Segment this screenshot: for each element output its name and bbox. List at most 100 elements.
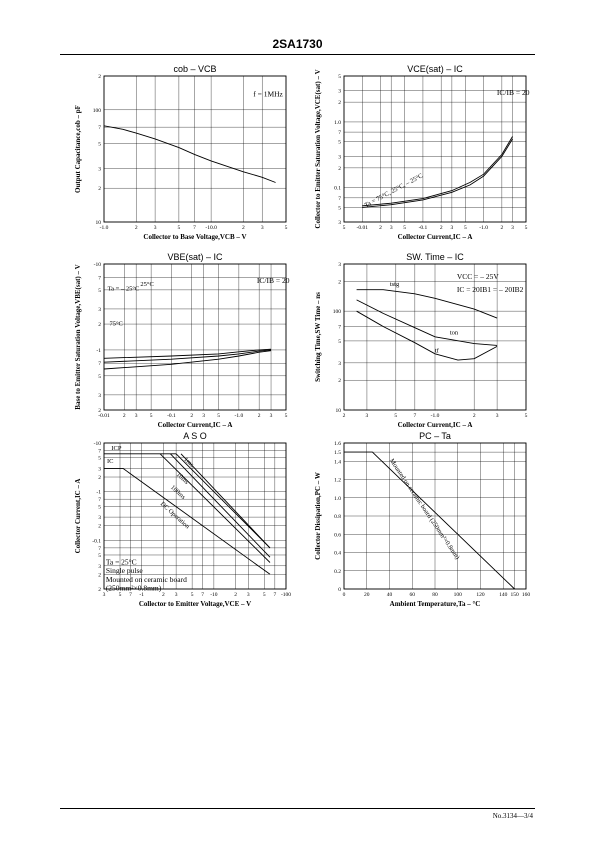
vcesat-ytick-label: 5 [338,74,341,80]
aso-xtick-label: -100 [281,592,291,598]
vcesat-title: VCE(sat) – IC [407,64,463,74]
pc-ytick-label: 1.4 [334,459,341,465]
cob-ytick-label: 7 [98,125,101,131]
aso-series-1ms-line [180,453,271,549]
vbesat-xtick-label: 2 [123,413,126,419]
aso-x-axis-label: Collector to Emitter Voltage,VCE – V [139,600,251,608]
aso-ytick-label: 7 [98,546,101,552]
cob-ytick-label: 2 [98,186,101,192]
aso-curve-label: ICP [111,445,122,452]
swtime-ytick-label: 5 [338,339,341,345]
vcesat-ytick-label: 0.1 [334,186,341,192]
vcesat-xtick-label: 3 [450,225,453,231]
vbesat-title: VBE(sat) – IC [167,252,223,262]
vcesat-xtick-label: 5 [525,225,528,231]
pc-series-0-line [344,451,515,590]
swtime-title: SW. Time – IC [406,252,464,262]
vbesat-curve-label: 25°C [140,281,153,288]
aso-xtick-label: 3 [175,592,178,598]
swtime-series-tstg-line [356,289,498,319]
cob-xtick-label: 5 [285,225,288,231]
vbesat-ytick-label: -1 [96,348,101,354]
vbesat-ytick-label: 7 [98,275,101,281]
vbesat-xtick-label: 3 [202,413,205,419]
vcesat-note: IC/IB = 20 [497,88,530,97]
aso-xtick-label: 3 [247,592,250,598]
cob-ytick-label: 100 [93,108,102,114]
vcesat-xtick-label: -0.01 [357,225,369,231]
vbesat-ytick-label: 2 [98,322,101,328]
vcesat-xtick-label: 5 [464,225,467,231]
vbesat-ic-chart: VBE(sat) – IC-0.01 2 3 5 -0.1 2 3 5 -1.0 2 3 52357-… [74,252,290,429]
swtime-note: IC = 20IB1 = – 20IB2 [457,285,524,294]
vcesat-ytick-label: 1.0 [334,120,341,126]
vbesat-series-2-line [103,350,272,370]
aso-xtick-label: 7 [129,592,132,598]
swtime-xtick-label: 2 [473,413,476,419]
vcesat-xtick-label: 3 [390,225,393,231]
vcesat-xtick-label: 2 [500,225,503,231]
vcesat-series-1-line [362,136,513,207]
pc-ta-chart: PC – Ta 0 20 40 60 80 100 120 140 150 160 0 0.2 0.4 0.… [314,431,530,608]
cob-series-0-line [103,125,276,183]
vbesat-ytick-label: -10 [94,262,102,268]
aso-y-axis-label: Collector Current,IC – A [74,479,82,554]
aso-curve-label: DC Operation [159,501,191,531]
vcesat-xtick-label: -1.0 [479,225,488,231]
swtime-ytick-label: 2 [338,279,341,285]
vcesat-ic-chart: VCE(sat) – IC5 -0.01 2 3 5 -0.1 2 3 5 -1.0 2 3 53570… [314,64,530,241]
vcesat-ytick-label: 7 [338,196,341,202]
pc-curve-label: Mounted on ceramic board (250mm²×0.8mm) [388,458,461,561]
pc-ytick-label: 1.5 [334,450,341,456]
aso-ytick-label: 3 [98,515,101,521]
aso-series-icp-line [104,453,271,549]
pc-plot-frame [343,442,527,590]
vcesat-xtick-label: 2 [379,225,382,231]
aso-note: Ta = 25°C [106,557,137,566]
cob-xtick-label: 5 [178,225,181,231]
pc-ytick-label: 0.6 [334,532,341,538]
aso-ytick-label: 2 [98,524,101,530]
cob-ytick-label: 2 [98,74,101,80]
vcesat-ytick-label: 2 [338,166,341,172]
aso-chart: A S O3 5 7 -1 2 3 5 7 -10 2 3 5 7 -10022357-0.12357-1… [74,431,291,608]
cob-xtick-label: 7 [193,225,196,231]
aso-note: Mounted on ceramic board [106,575,187,584]
aso-ytick-label: -0.1 [92,538,101,544]
cob-ytick-label: 3 [98,166,101,172]
swtime-y-axis-label: Switching Time,SW Time – ns [314,292,322,382]
aso-ytick-label: 7 [98,497,101,503]
vbesat-ytick-label: 5 [98,288,101,294]
vcesat-ytick-label: 3 [338,220,341,226]
swtime-ytick-label: 100 [333,309,342,315]
swtime-series-ton-line [356,299,498,346]
vcesat-xtick-label: -0.1 [419,225,428,231]
swtime-curve-label: ton [450,330,459,337]
pc-xtick-label: 80 [432,592,438,598]
aso-xtick-label: 5 [119,592,122,598]
pc-ytick-label: 0.8 [334,514,341,520]
header-rule [60,54,535,55]
aso-xtick-label: 7 [201,592,204,598]
aso-xtick-label: 2 [162,592,165,598]
swtime-note: VCC = – 25V [457,272,500,281]
vbesat-ytick-label: 3 [98,307,101,313]
vbesat-curve-label: 75°C [109,320,122,327]
aso-xtick-label: 7 [273,592,276,598]
swtime-ytick-label: 7 [338,324,341,330]
swtime-xtick-label: 7 [413,413,416,419]
vbesat-xtick-label: 5 [285,413,288,419]
swtime-curve-label: tstg [390,281,400,288]
vbesat-xtick-label: 2 [258,413,261,419]
vbesat-xtick-label: 3 [135,413,138,419]
cob-ytick-label: 5 [98,142,101,148]
vcesat-xtick-label: 5 [343,225,346,231]
vbesat-series-0-line [103,348,272,359]
aso-curve-label: 10ms [175,471,191,486]
pc-y-axis-label: Collector Dissipation,PC – W [314,472,322,560]
aso-ytick-label: -1 [96,490,101,496]
cob-ytick-label: 10 [96,220,102,226]
vbesat-y-axis-label: Base to Emitter Saturation Voltage,VBE(s… [74,264,82,409]
vbesat-series-1-line [103,349,272,363]
aso-curve-label: 100ms [169,484,187,501]
